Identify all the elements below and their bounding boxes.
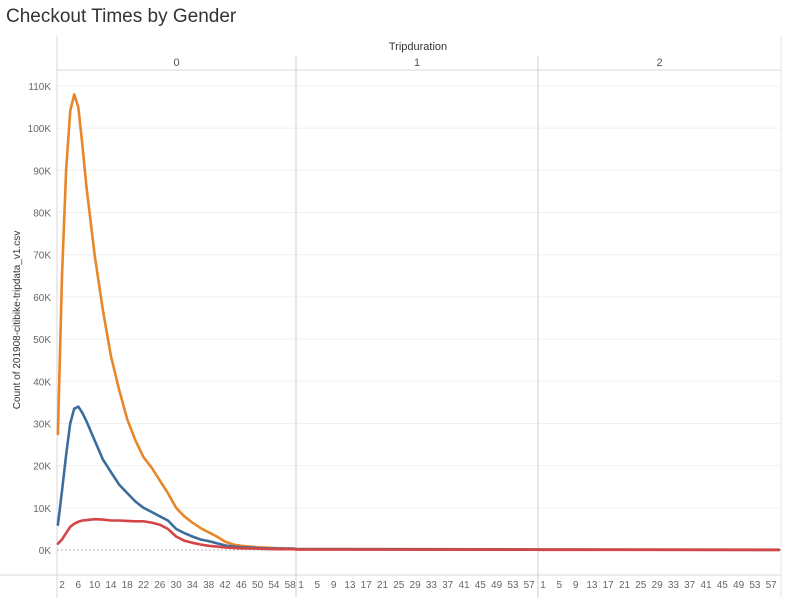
x-tick-label: 49 (491, 580, 503, 591)
x-tick-label: 6 (76, 580, 82, 591)
x-tick-label: 1 (540, 580, 546, 591)
x-tick-label: 38 (203, 580, 215, 591)
x-tick-label: 21 (377, 580, 389, 591)
x-tick-label: 29 (652, 580, 664, 591)
x-tick-label: 57 (766, 580, 778, 591)
y-tick-label: 100K (28, 124, 52, 135)
x-tick-label: 58 (285, 580, 297, 591)
x-tick-label: 26 (154, 580, 166, 591)
panel-header: 1 (414, 57, 420, 69)
y-tick-label: 80K (33, 209, 51, 220)
chart-title: Checkout Times by Gender (6, 6, 237, 27)
x-tick-label: 46 (236, 580, 248, 591)
x-tick-label: 54 (268, 580, 280, 591)
series-line-red (56, 517, 781, 552)
x-tick-label: 14 (105, 580, 117, 591)
panel-header: 0 (173, 57, 179, 69)
x-tick-label: 57 (524, 580, 536, 591)
x-tick-label: 17 (603, 580, 615, 591)
series-line-orange (56, 93, 781, 551)
x-tick-label: 9 (331, 580, 337, 591)
x-tick-label: 18 (122, 580, 134, 591)
x-tick-label: 41 (700, 580, 712, 591)
x-tick-label: 33 (426, 580, 438, 591)
x-tick-label: 10 (89, 580, 101, 591)
x-tick-label: 29 (410, 580, 422, 591)
y-tick-label: 110K (28, 82, 51, 93)
x-tick-label: 30 (171, 580, 183, 591)
y-tick-label: 90K (33, 166, 51, 177)
x-tick-label: 2 (59, 580, 65, 591)
x-tick-label: 42 (219, 580, 231, 591)
x-tick-label: 5 (557, 580, 563, 591)
y-tick-label: 10K (33, 504, 51, 515)
column-header: Tripduration (389, 41, 447, 53)
y-tick-label: 30K (33, 419, 51, 430)
x-tick-label: 45 (475, 580, 487, 591)
y-tick-label: 70K (33, 251, 51, 262)
x-tick-label: 17 (361, 580, 373, 591)
y-tick-label: 40K (33, 377, 51, 388)
y-tick-label: 20K (33, 462, 51, 473)
x-tick-label: 33 (668, 580, 680, 591)
x-tick-label: 13 (586, 580, 598, 591)
x-tick-label: 1 (298, 580, 304, 591)
x-tick-label: 37 (442, 580, 454, 591)
x-tick-label: 50 (252, 580, 264, 591)
y-tick-label: 0K (39, 546, 52, 557)
x-tick-label: 22 (138, 580, 150, 591)
x-tick-label: 34 (187, 580, 199, 591)
x-tick-label: 13 (344, 580, 356, 591)
x-tick-label: 21 (619, 580, 631, 591)
y-tick-label: 60K (33, 293, 51, 304)
x-tick-label: 45 (717, 580, 729, 591)
panel-header: 2 (656, 57, 662, 69)
x-tick-label: 53 (507, 580, 519, 591)
x-tick-label: 5 (315, 580, 321, 591)
x-tick-label: 25 (635, 580, 647, 591)
x-tick-label: 37 (684, 580, 696, 591)
x-tick-label: 53 (749, 580, 761, 591)
y-tick-label: 50K (33, 335, 51, 346)
x-tick-label: 9 (573, 580, 579, 591)
x-tick-label: 25 (393, 580, 405, 591)
y-axis-label: Count of 201908-citibike-tripdata_v1.csv (12, 231, 23, 409)
x-tick-label: 41 (458, 580, 470, 591)
x-tick-label: 49 (733, 580, 745, 591)
